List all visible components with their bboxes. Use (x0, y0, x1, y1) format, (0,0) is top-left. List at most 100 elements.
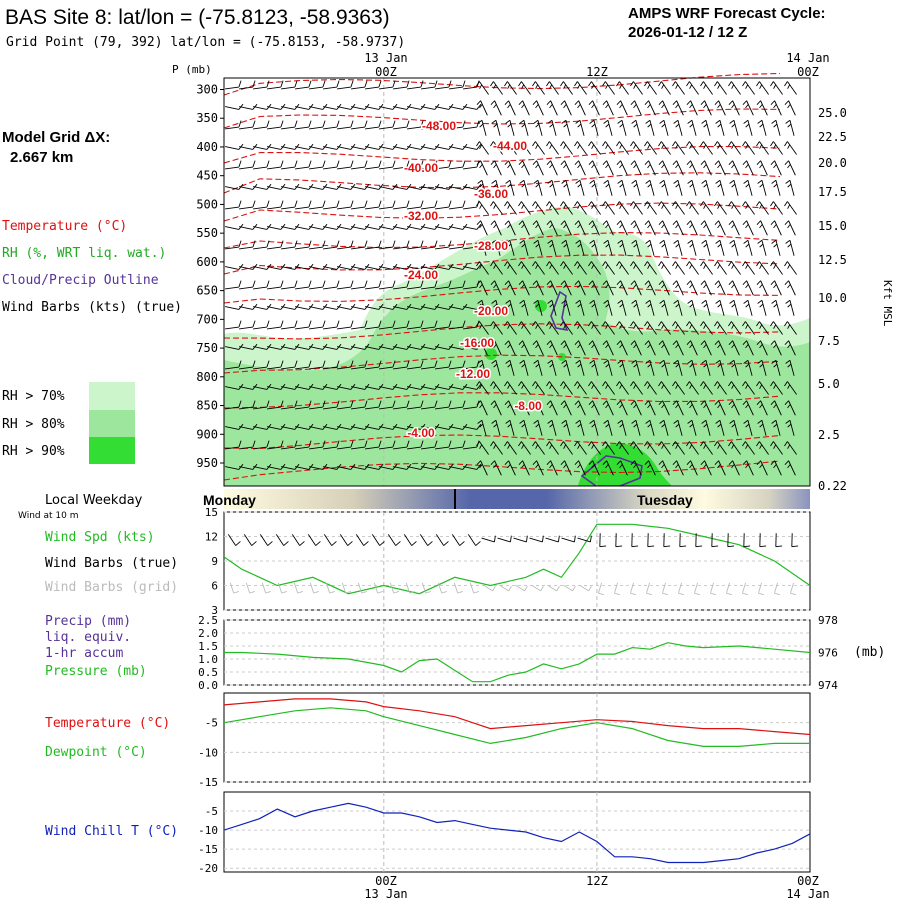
barb-stroke (449, 200, 466, 210)
barb-stroke (546, 340, 558, 356)
barb-stroke (771, 359, 781, 376)
barb-stroke (575, 239, 585, 256)
barb-stroke (477, 239, 487, 256)
barb-stroke (365, 440, 382, 450)
wind-barb (784, 261, 797, 275)
wind-barb (700, 441, 713, 455)
wind-barb (337, 440, 354, 450)
barb-stroke (497, 535, 512, 543)
wind-barb (532, 340, 544, 356)
wind-barb (239, 320, 256, 330)
barb-stroke (616, 400, 628, 416)
barb-stroke (295, 160, 312, 170)
temp-dewpoint-panel: -5-10-15 (198, 692, 811, 789)
barb-stroke (518, 261, 531, 275)
surface-wind-barb-true (775, 533, 783, 548)
wind-barb (728, 160, 740, 176)
wind-barb (771, 299, 781, 316)
wind-barb (756, 100, 768, 116)
wind-barb (295, 280, 312, 290)
barb-stroke (714, 261, 727, 275)
wind-barb (588, 141, 601, 155)
precip-label: Precip (mm) (45, 614, 131, 629)
wind-barb (742, 160, 754, 176)
wind-barb (561, 299, 571, 316)
barb-stroke (700, 261, 713, 275)
wind-barb (644, 381, 657, 395)
wind-barb (742, 81, 755, 95)
isotherm-label: -40.00 (404, 161, 438, 175)
barb-stroke (463, 263, 482, 270)
barb-stroke (686, 220, 698, 236)
wind-barb (519, 179, 529, 196)
wind-barb (351, 80, 368, 90)
barb-stroke (532, 220, 544, 236)
barb-stroke (560, 441, 573, 455)
wind-barb (309, 80, 326, 90)
wind-barb (588, 381, 601, 395)
wind-barb (546, 201, 559, 215)
wind-barb (644, 201, 657, 215)
barb-stroke (588, 261, 601, 275)
barb-stroke (435, 400, 452, 410)
wind-barb (701, 239, 711, 256)
wind-barb (449, 440, 466, 450)
barb-stroke (662, 582, 668, 596)
wind-barb (770, 81, 783, 95)
barb-stroke (561, 239, 571, 256)
barb-stroke (728, 81, 741, 95)
barb-stroke (547, 119, 557, 136)
wind-barb (518, 321, 531, 335)
barb-stroke (700, 280, 712, 296)
wind-barb (728, 280, 740, 296)
barb-stroke (518, 81, 531, 95)
barb-stroke (603, 239, 613, 256)
pressure-tick-label: 900 (196, 427, 218, 441)
wind-barb (519, 239, 529, 256)
wind-barb (658, 220, 670, 236)
wind-barb (393, 280, 410, 290)
barb-stroke (771, 119, 781, 136)
wind-barb (281, 400, 298, 410)
barb-stroke (715, 359, 725, 376)
barb-stroke (714, 460, 726, 476)
wind-barb (365, 120, 382, 130)
isotherm-line (223, 285, 781, 304)
barb-stroke (532, 261, 545, 275)
model-grid-label: Model Grid ΔX: (2, 129, 110, 146)
wind-barb (490, 340, 502, 356)
barb-stroke (771, 239, 781, 256)
panel-frame (223, 791, 811, 873)
barb-stroke (630, 280, 642, 296)
surface-wind-barb-grid (710, 582, 716, 596)
surface-wind-barb-true (647, 533, 655, 548)
wind-barb (518, 201, 531, 215)
barb-stroke (463, 423, 482, 430)
barb-stroke (579, 584, 592, 592)
wind-barb (645, 239, 655, 256)
wind-barb (365, 360, 382, 370)
wind-barb (504, 100, 516, 116)
barb-stroke (365, 80, 382, 90)
wind-barb (686, 381, 699, 395)
day-bar (224, 489, 810, 509)
barb-stroke (560, 261, 573, 275)
wind-barb (700, 261, 713, 275)
barb-stroke (491, 359, 501, 376)
surface-wind-barb-true (403, 534, 417, 546)
barb-stroke (785, 419, 795, 436)
wind-barb (267, 360, 284, 370)
barb-stroke (225, 183, 244, 190)
wind-barb (603, 239, 613, 256)
y-tick-label: 2.5 (198, 614, 218, 627)
wind-barb (225, 240, 242, 250)
wind-barb (742, 261, 755, 275)
wind-barb (239, 360, 256, 370)
wind-barb (686, 201, 699, 215)
barb-stroke (476, 220, 488, 236)
barb-stroke (490, 340, 502, 356)
barb-stroke (574, 141, 587, 155)
barb-stroke (421, 400, 438, 410)
wind-barb (700, 100, 712, 116)
wind-barb (631, 119, 641, 136)
